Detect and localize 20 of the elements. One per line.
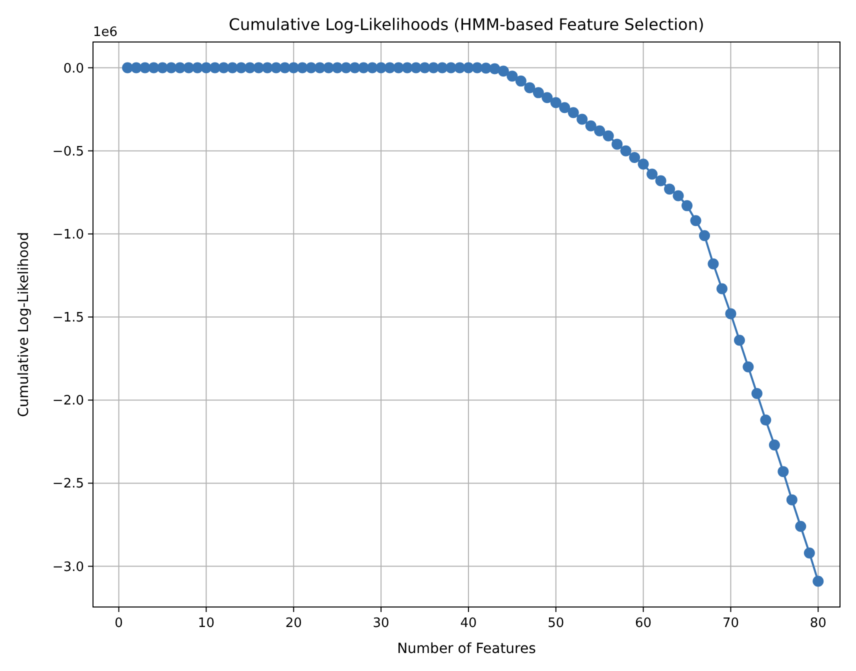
x-axis-title: Number of Features — [397, 641, 536, 657]
y-tick-label: 0.0 — [63, 61, 84, 76]
x-tick-label: 30 — [372, 616, 390, 631]
y-axis-title: Cumulative Log-Likelihood — [16, 232, 32, 417]
y-tick-label: −0.5 — [52, 144, 84, 160]
x-tick-label: 10 — [198, 616, 214, 631]
x-tick-label: 40 — [460, 616, 477, 631]
x-tick-label: 80 — [810, 616, 826, 631]
x-tick-label: 20 — [285, 616, 302, 631]
x-tick-label: 60 — [635, 616, 652, 631]
y-tick-label: −1.5 — [52, 310, 84, 326]
y-tick-label: −2.5 — [52, 476, 84, 492]
y-tick-label: −3.0 — [52, 560, 84, 575]
text: 1e6 — [93, 25, 118, 40]
y-tick-label: −2.0 — [52, 394, 84, 409]
x-tick-label: 70 — [722, 616, 739, 631]
x-tick-label: 50 — [548, 616, 564, 631]
chart-title: Cumulative Log-Likelihoods (HMM-based Feature Selection) — [228, 15, 704, 34]
y-tick-label: −1.0 — [52, 227, 84, 242]
x-tick-label: 0 — [114, 616, 123, 631]
